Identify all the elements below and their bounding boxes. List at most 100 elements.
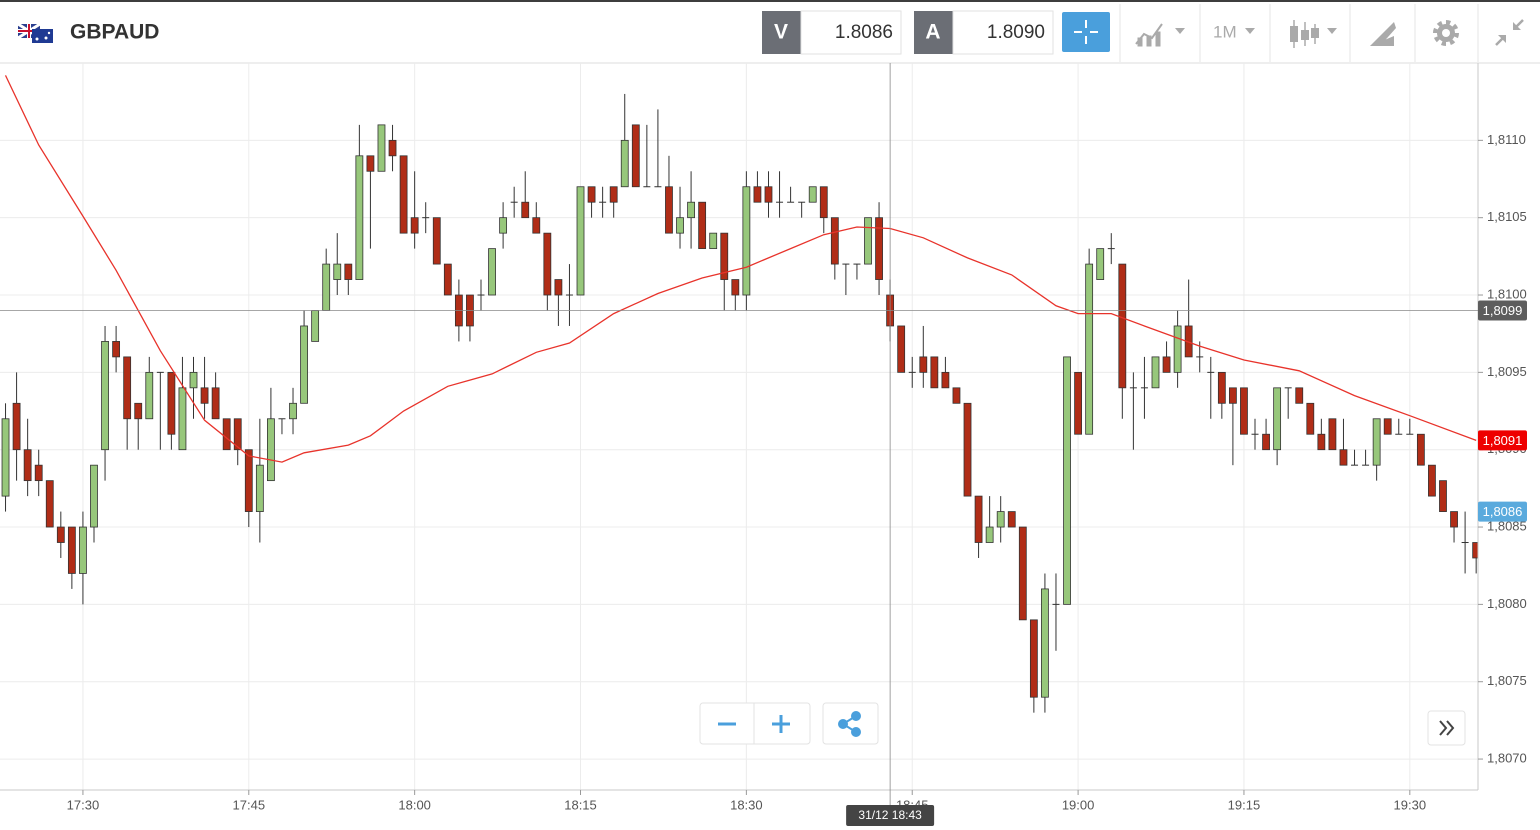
buy-price[interactable]: 1.8090	[987, 22, 1045, 43]
candle-body	[996, 511, 1005, 528]
x-tick-label: 18:15	[564, 797, 597, 812]
share-button[interactable]	[822, 702, 879, 745]
candle-body	[499, 217, 508, 234]
candle-body	[399, 155, 408, 234]
timeframe-caret[interactable]	[1245, 28, 1255, 34]
candle-body	[864, 217, 872, 265]
zoom-in-icon[interactable]	[772, 715, 790, 733]
candle-body	[34, 464, 43, 482]
candle-body	[1295, 387, 1304, 404]
candle-body	[156, 371, 164, 373]
candle-body	[1416, 433, 1425, 466]
candle-body	[1306, 402, 1315, 435]
share-icon[interactable]	[838, 711, 861, 737]
candle-body	[67, 526, 76, 574]
sell-label[interactable]: V	[774, 21, 788, 44]
candle-body	[311, 310, 320, 342]
candle-body	[344, 263, 353, 280]
candle-body	[377, 124, 386, 172]
candle-body	[687, 201, 695, 219]
candle-type-button[interactable]	[1290, 20, 1337, 48]
candle-body	[178, 387, 187, 451]
candle-body	[1351, 464, 1359, 466]
candle-body	[488, 248, 496, 296]
candle-body	[244, 449, 253, 512]
scroll-end-icon[interactable]	[1439, 720, 1455, 736]
timeframe[interactable]: 1M	[1213, 22, 1237, 41]
candle-body	[101, 341, 109, 451]
candle-body	[200, 387, 209, 404]
toolbar-separators	[1119, 4, 1479, 62]
candle-body	[853, 263, 861, 265]
candle-body	[422, 217, 430, 219]
candle-body	[1273, 387, 1282, 451]
candle-body	[355, 155, 364, 280]
candle-body	[941, 371, 950, 389]
candle-body	[798, 201, 806, 203]
candle-body	[1395, 433, 1403, 435]
x-tick-label: 19:00	[1062, 797, 1095, 812]
candle-body	[112, 341, 121, 358]
candle-body	[443, 263, 452, 296]
chart-type-button[interactable]	[1135, 23, 1185, 47]
candle-body	[23, 449, 32, 482]
axes: 1,80701,80751,80801,80851,80901,80951,81…	[67, 132, 1527, 813]
candle-body	[1151, 356, 1160, 389]
candle-body	[908, 371, 916, 373]
x-tick-label: 19:30	[1394, 797, 1427, 812]
candle-body	[819, 186, 828, 219]
candle-body	[1085, 263, 1094, 435]
candle-body	[1217, 371, 1226, 404]
buy-button[interactable]	[914, 11, 953, 54]
candle-body	[1173, 325, 1182, 373]
candle-body	[333, 263, 342, 280]
candle-body	[587, 186, 596, 203]
collapse-button[interactable]	[1495, 19, 1524, 46]
candle-body	[599, 201, 607, 203]
candle-body	[79, 526, 87, 574]
crosshair-button[interactable]	[1062, 12, 1110, 52]
candle-body	[1317, 433, 1326, 451]
candle-body	[278, 418, 286, 420]
buy-box[interactable]	[952, 10, 1054, 55]
candle-body	[665, 186, 673, 234]
sell-button[interactable]	[762, 11, 801, 54]
candle-body	[543, 232, 552, 296]
overlay: 1,8099 1,8091 1,8086 31/12 18:43	[0, 63, 1527, 826]
candle-body	[322, 263, 331, 311]
candle-body	[930, 356, 939, 389]
sell-box[interactable]	[800, 10, 902, 55]
candle-body	[56, 526, 65, 543]
candle-body	[742, 186, 751, 296]
candle-body	[1052, 603, 1060, 605]
crosshair-time-text: 31/12 18:43	[858, 808, 922, 822]
candle-body	[776, 201, 784, 203]
candle-body	[255, 464, 264, 512]
candle-body	[477, 294, 485, 296]
candle-body	[1162, 356, 1171, 373]
candle-body	[952, 387, 961, 404]
draw-button[interactable]	[1370, 22, 1396, 46]
sell-price[interactable]: 1.8086	[835, 22, 893, 43]
candle-body	[1428, 464, 1436, 497]
candle-body	[1029, 619, 1038, 698]
candle-body	[521, 201, 530, 219]
candle-body	[764, 186, 773, 203]
x-tick-label: 18:30	[730, 797, 763, 812]
settings-button[interactable]	[1433, 20, 1459, 46]
candle-body	[134, 402, 143, 420]
candle-body	[620, 139, 629, 188]
candle-body	[1007, 511, 1016, 528]
candle-body	[875, 217, 883, 280]
plot-area	[1, 75, 1478, 713]
candle-body	[167, 371, 176, 435]
candle-body	[1339, 449, 1348, 466]
candle-body	[1063, 356, 1071, 605]
buy-label[interactable]: A	[925, 21, 940, 44]
zoom-panel	[699, 702, 811, 745]
candle-body	[189, 371, 198, 389]
candle-body	[388, 139, 397, 157]
y-tick-label: 1,8085	[1487, 518, 1527, 533]
